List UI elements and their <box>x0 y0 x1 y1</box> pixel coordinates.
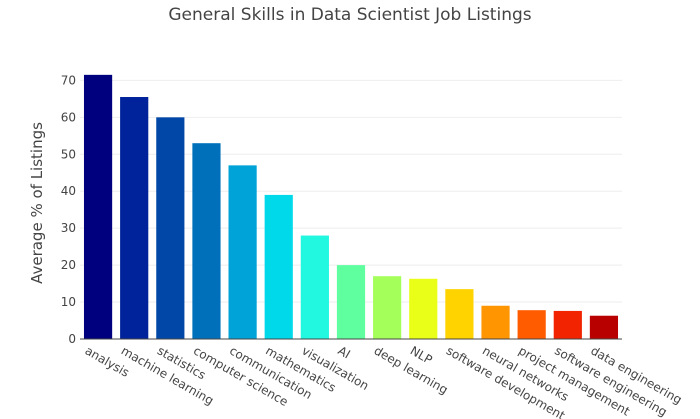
y-tick-label: 20 <box>61 258 76 272</box>
y-tick-label: 60 <box>61 110 76 124</box>
bar-visualization[interactable] <box>300 235 329 339</box>
y-tick-label: 30 <box>61 221 76 235</box>
y-tick-label: 0 <box>68 332 76 346</box>
bar-deep-learning[interactable] <box>373 276 402 339</box>
bar-ai[interactable] <box>336 265 366 339</box>
bar-machine-learning[interactable] <box>120 97 149 339</box>
y-tick-label: 50 <box>61 147 76 161</box>
bar-software-engineering[interactable] <box>553 310 582 339</box>
x-tick-label: AI <box>336 343 353 361</box>
y-tick-labels: 0 10 20 30 40 50 60 70 <box>61 73 76 346</box>
y-tick-label: 40 <box>61 184 76 198</box>
bar-communication[interactable] <box>228 165 257 339</box>
bar-data-engineering[interactable] <box>589 315 619 339</box>
chart-title: General Skills in Data Scientist Job Lis… <box>168 5 531 25</box>
bar-nlp[interactable] <box>409 278 438 339</box>
bar-software-development[interactable] <box>445 289 474 339</box>
bars <box>83 74 619 339</box>
y-tick-label: 70 <box>61 73 76 87</box>
bar-analysis[interactable] <box>83 74 113 339</box>
bar-neural-networks[interactable] <box>481 305 510 339</box>
bar-mathematics[interactable] <box>264 194 293 339</box>
bar-statistics[interactable] <box>156 117 185 339</box>
bar-computer-science[interactable] <box>192 143 221 339</box>
bar-project-management[interactable] <box>517 310 546 339</box>
y-axis-title: Average % of Listings <box>28 122 46 284</box>
y-tick-label: 10 <box>61 295 76 309</box>
